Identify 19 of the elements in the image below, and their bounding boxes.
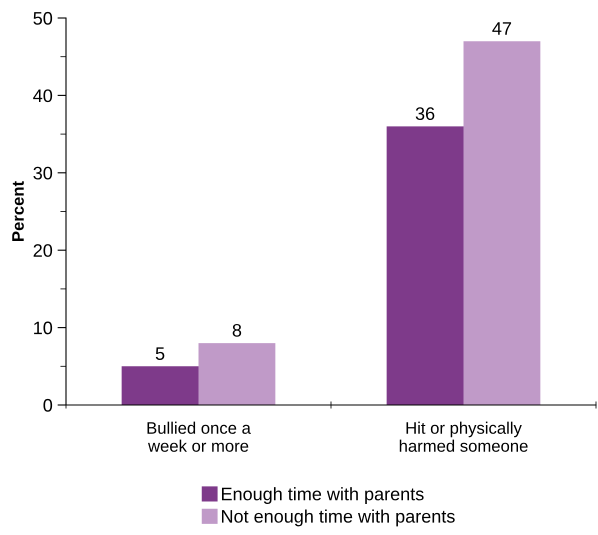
legend-label: Not enough time with parents <box>222 509 455 526</box>
y-axis-title: Percent <box>12 181 24 241</box>
y-tick-label: 40 <box>33 89 52 102</box>
y-tick-label: 30 <box>33 166 52 180</box>
data-label: 47 <box>492 22 512 35</box>
y-tick-label: 0 <box>43 398 52 412</box>
y-tick-label: 50 <box>33 12 52 25</box>
data-label: 5 <box>156 347 164 360</box>
data-label: 8 <box>232 324 242 337</box>
x-tick-label: Bullied once a week or more <box>148 422 251 452</box>
y-tick-label: 20 <box>34 244 52 257</box>
data-label: 36 <box>416 107 434 120</box>
x-tick-label: Hit or physically harmed someone <box>400 422 528 452</box>
legend-label: Enough time with parents <box>222 487 424 504</box>
bar <box>464 41 540 405</box>
bar <box>198 343 276 405</box>
y-tick-label: 10 <box>34 322 52 334</box>
bar <box>386 126 464 405</box>
bar <box>122 366 198 405</box>
